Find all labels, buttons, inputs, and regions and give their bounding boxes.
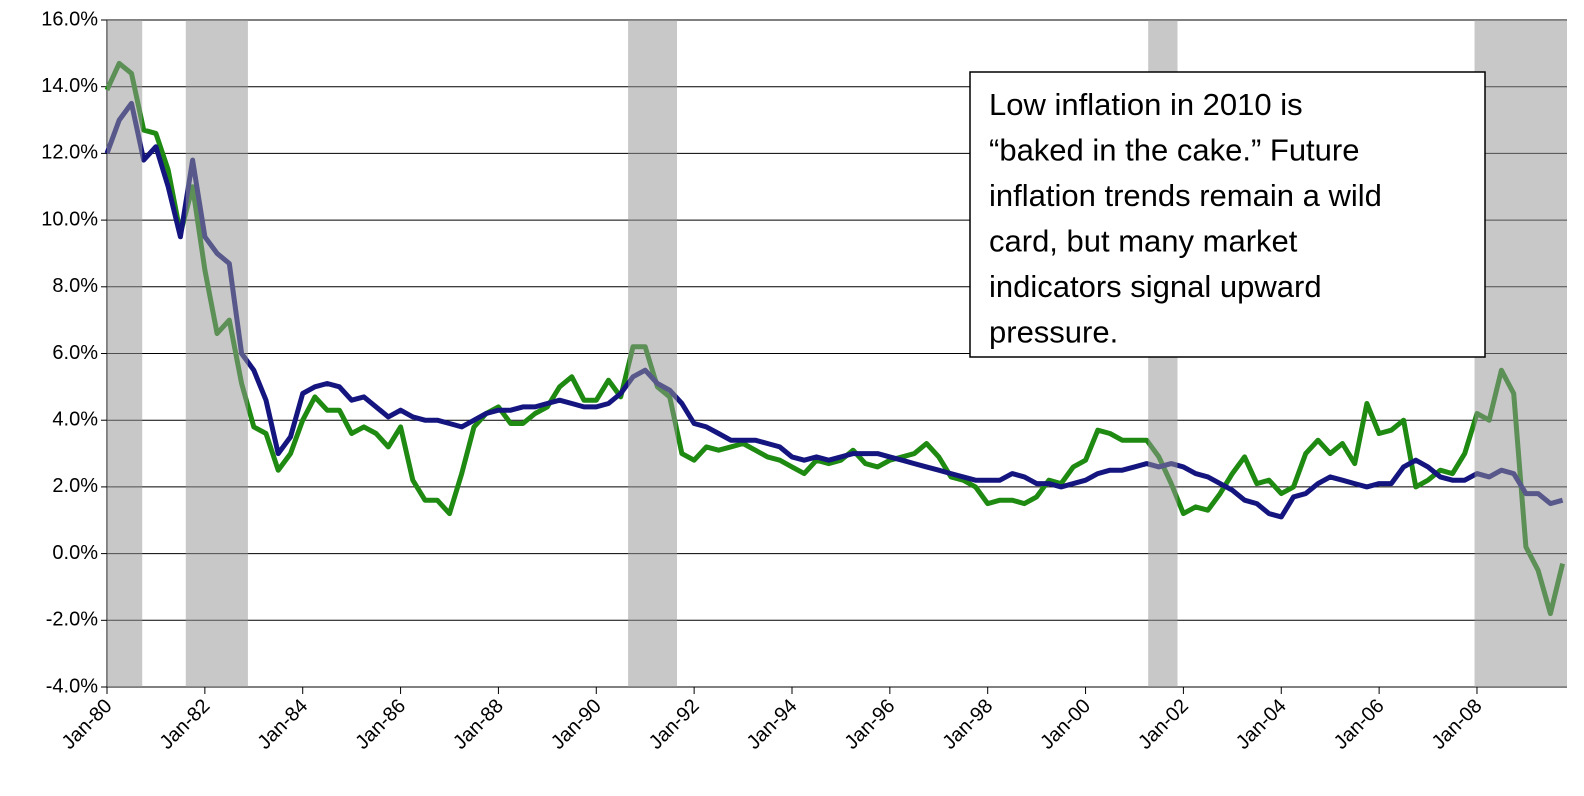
series-line — [104, 100, 1564, 520]
y-tick-label: 14.0% — [41, 75, 98, 97]
x-tick-label: Jan-82 — [156, 695, 215, 754]
annotation-box — [969, 71, 1486, 358]
x-tick-label: Jan-94 — [743, 695, 802, 754]
x-tick-label: Jan-88 — [449, 695, 508, 754]
shaded-period — [185, 20, 248, 687]
x-tick-label: Jan-84 — [253, 695, 312, 754]
x-tick-label: Jan-04 — [1232, 695, 1291, 754]
x-tick-label: Jan-86 — [351, 695, 410, 754]
y-tick-label: 10.0% — [41, 208, 98, 230]
x-tick-label: Jan-00 — [1036, 695, 1095, 754]
annotation-line: card, but many market — [989, 224, 1298, 259]
y-tick-label: 4.0% — [52, 408, 98, 430]
annotation-line: “baked in the cake.” Future — [989, 133, 1359, 168]
x-tick-label: Jan-02 — [1134, 695, 1193, 754]
shaded-period — [1474, 20, 1567, 687]
x-tick-label: Jan-92 — [645, 695, 704, 754]
x-tick-label: Jan-06 — [1330, 695, 1389, 754]
x-tick-label: Jan-96 — [841, 695, 900, 754]
y-tick-label: 0.0% — [52, 542, 98, 564]
annotation-line: inflation trends remain a wild — [989, 178, 1382, 213]
y-tick-label: 12.0% — [41, 142, 98, 164]
shaded-period — [107, 20, 143, 687]
y-tick-label: -2.0% — [46, 609, 98, 631]
annotation-line: pressure. — [989, 315, 1118, 350]
annotation-line: Low inflation in 2010 is — [989, 87, 1303, 122]
annotation-line: indicators signal upward — [989, 269, 1322, 304]
x-tick-label: Jan-08 — [1428, 695, 1487, 754]
x-tick-label: Jan-98 — [938, 695, 997, 754]
y-tick-label: 8.0% — [52, 275, 98, 297]
y-tick-label: 16.0% — [41, 8, 98, 30]
y-tick-label: 2.0% — [52, 475, 98, 497]
y-tick-label: 6.0% — [52, 342, 98, 364]
series-line — [104, 60, 1566, 617]
shaded-period — [628, 20, 678, 687]
x-tick-label: Jan-80 — [58, 695, 117, 754]
x-tick-label: Jan-90 — [547, 695, 606, 754]
y-tick-label: -4.0% — [46, 675, 98, 697]
